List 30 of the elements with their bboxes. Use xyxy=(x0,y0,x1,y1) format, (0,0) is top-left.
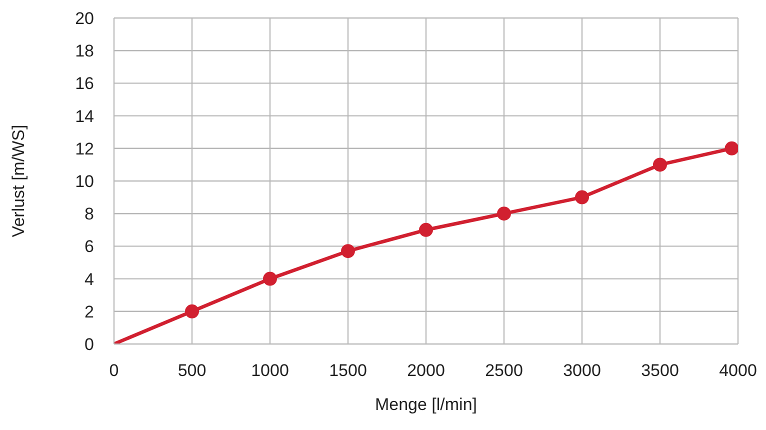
y-axis-title: Verlust [m/WS] xyxy=(9,124,28,238)
y-tick-label: 12 xyxy=(75,139,94,158)
x-axis-title: Menge [l/min] xyxy=(374,395,478,414)
y-tick-label: 14 xyxy=(75,106,94,126)
x-tick-label: 3500 xyxy=(641,361,679,380)
x-tick-label: 3000 xyxy=(563,361,601,380)
y-tick-label: 16 xyxy=(75,74,94,94)
y-tick-label: 8 xyxy=(84,204,94,224)
point xyxy=(341,244,355,258)
x-tick-label: 0 xyxy=(109,361,119,380)
x-tick-label: 500 xyxy=(178,361,206,380)
x-tick-label: 1500 xyxy=(329,361,367,380)
point xyxy=(497,206,511,221)
y-tick-label: 2 xyxy=(84,302,94,322)
x-tick-label: 1000 xyxy=(251,361,289,380)
y-tick-label: 10 xyxy=(75,172,94,192)
y-tick-label: 20 xyxy=(75,9,94,28)
x-tick-label: 2000 xyxy=(407,361,445,380)
point xyxy=(575,190,589,204)
point xyxy=(724,141,738,156)
y-tick-label: 0 xyxy=(84,335,94,354)
point xyxy=(653,158,667,172)
y-tick-label: 4 xyxy=(84,270,94,289)
point xyxy=(185,304,199,318)
x-tick-label: 4000 xyxy=(719,361,757,380)
point xyxy=(263,272,277,286)
x-tick-label: 2500 xyxy=(485,361,523,380)
y-tick-label: 6 xyxy=(84,237,94,256)
y-tick-label: 18 xyxy=(75,42,94,61)
point xyxy=(419,222,433,237)
